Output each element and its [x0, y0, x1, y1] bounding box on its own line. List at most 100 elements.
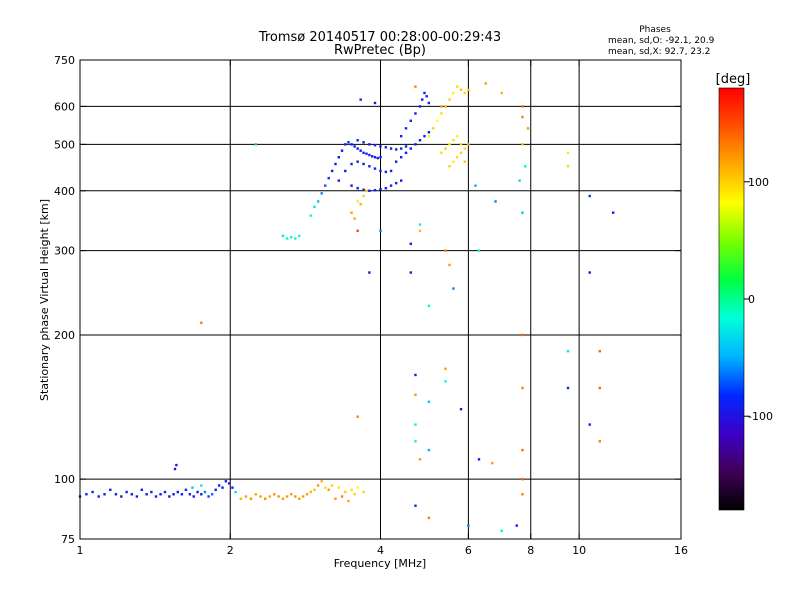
y-tick-label: 500: [54, 138, 75, 151]
data-point: [163, 490, 167, 494]
phases-line-x: mean, sd,X: 92.7, 23.2: [608, 47, 710, 57]
data-point: [359, 202, 362, 206]
data-point: [316, 484, 320, 487]
data-point: [273, 493, 276, 496]
data-point: [467, 143, 470, 146]
data-point: [294, 237, 297, 240]
grid-lines: [80, 60, 681, 539]
data-point: [459, 143, 463, 146]
data-point: [427, 516, 431, 520]
data-point: [389, 169, 393, 173]
data-point: [444, 380, 447, 383]
data-point: [334, 497, 337, 500]
data-point: [500, 529, 504, 533]
colorbar-label: [deg]: [716, 72, 751, 87]
data-point: [467, 524, 470, 527]
data-point: [399, 147, 403, 150]
data-point: [259, 495, 262, 498]
x-tick-label: 10: [572, 544, 586, 557]
y-tick-label: 750: [54, 54, 75, 67]
data-point: [373, 101, 377, 105]
data-point: [192, 495, 195, 498]
data-point: [373, 143, 377, 147]
data-point: [168, 495, 171, 498]
data-point: [373, 189, 377, 192]
data-point: [313, 205, 316, 209]
data-point: [521, 333, 524, 337]
data-point: [350, 211, 353, 214]
data-point: [281, 497, 285, 500]
data-point: [316, 200, 320, 203]
data-point: [444, 249, 447, 252]
data-point: [180, 493, 184, 496]
data-point: [414, 85, 417, 88]
y-tick-label: 300: [54, 245, 75, 258]
data-point: [389, 147, 393, 150]
data-point: [103, 493, 106, 496]
data-point: [444, 147, 447, 150]
data-point: [313, 488, 316, 492]
data-point: [337, 179, 341, 182]
data-point: [427, 134, 431, 138]
data-point: [290, 235, 293, 239]
y-tick-label: 200: [54, 329, 75, 342]
data-point: [521, 105, 524, 108]
data-point: [526, 127, 530, 130]
data-point: [285, 237, 289, 240]
data-point: [365, 152, 368, 155]
phases-heading: Phases: [639, 25, 671, 35]
data-point: [327, 176, 330, 180]
data-point: [173, 467, 177, 471]
data-point: [566, 386, 570, 390]
data-point: [320, 192, 323, 195]
data-point: [344, 143, 347, 146]
data-point: [456, 134, 459, 138]
data-point: [125, 490, 128, 494]
data-point: [566, 151, 570, 155]
data-point: [518, 179, 521, 182]
data-point: [414, 423, 417, 426]
x-axis-label: Frequency [MHz]: [334, 557, 426, 570]
data-point: [368, 153, 371, 157]
data-point: [494, 200, 497, 203]
data-point: [427, 101, 431, 105]
data-point: [452, 160, 455, 163]
data-point: [399, 156, 403, 159]
data-point: [362, 162, 365, 166]
x-tick-label: 6: [465, 544, 472, 557]
data-point: [135, 495, 139, 498]
data-point: [175, 463, 178, 467]
data-point: [409, 242, 412, 245]
phases-line-o: mean, sd,O: -92.1, 20.9: [608, 36, 715, 46]
data-point: [427, 400, 431, 404]
data-point: [244, 495, 248, 498]
data-point: [611, 211, 615, 214]
data-point: [521, 211, 524, 214]
data-point: [394, 181, 398, 185]
data-point: [418, 458, 422, 461]
colorbar: [718, 87, 745, 511]
data-point: [353, 493, 356, 496]
data-point: [200, 484, 203, 487]
data-point: [404, 151, 408, 155]
data-point: [452, 91, 455, 95]
data-point: [224, 480, 228, 483]
data-point: [356, 139, 359, 142]
data-point: [114, 493, 118, 496]
data-point: [521, 493, 524, 496]
data-point: [404, 127, 408, 130]
data-point: [231, 486, 234, 489]
data-point: [409, 119, 412, 122]
data-point: [500, 91, 504, 95]
data-point: [277, 495, 280, 498]
colorbar-ticks: 100 0 -100: [744, 176, 773, 423]
data-point: [362, 194, 365, 198]
y-axis-label: Stationary phase Virtual Height [km]: [38, 199, 51, 401]
data-point: [334, 162, 337, 166]
data-point: [456, 85, 459, 88]
data-point: [362, 188, 365, 191]
y-tick-label: 75: [61, 533, 75, 546]
data-point: [399, 134, 403, 138]
data-point: [524, 165, 527, 168]
